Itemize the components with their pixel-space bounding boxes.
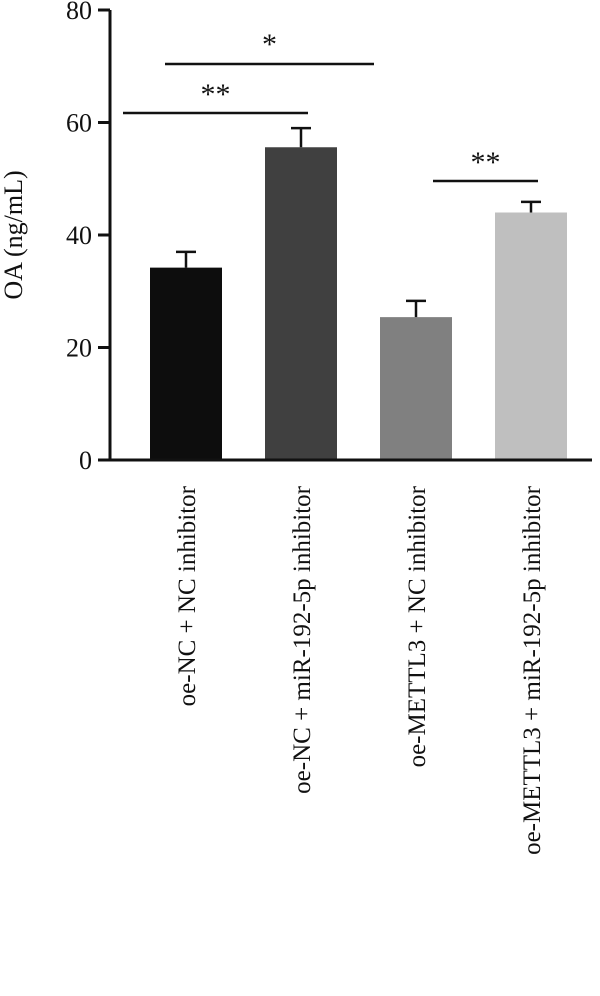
y-tick-label: 20: [66, 334, 92, 363]
significance-label: *: [262, 28, 277, 61]
significance-label: **: [471, 146, 501, 179]
category-label: oe-METTL3 + NC inhibitor: [404, 485, 431, 767]
significance-label: **: [201, 78, 231, 111]
y-tick-label: 0: [79, 446, 92, 475]
y-tick-label: 60: [66, 109, 92, 138]
category-label: oe-NC + miR-192-5p inhibitor: [289, 485, 316, 793]
y-axis-ticks: 0 20 40 60 80: [66, 0, 110, 475]
category-label: oe-METTL3 + miR-192-5p inhibitor: [519, 485, 546, 855]
error-bars-group: [176, 126, 541, 318]
y-tick-label: 40: [66, 221, 92, 250]
bar: [150, 267, 222, 460]
category-label: oe-NC + NC inhibitor: [174, 485, 201, 706]
bar: [380, 317, 452, 460]
bars-group: [150, 147, 567, 460]
bar: [265, 147, 337, 460]
y-tick-label: 80: [66, 0, 92, 25]
y-axis-title: OA (ng/mL): [0, 170, 28, 299]
category-labels: oe-NC + NC inhibitor oe-NC + miR-192-5p i…: [174, 485, 546, 855]
significance-brackets: *****: [123, 28, 538, 183]
bar: [495, 212, 567, 460]
